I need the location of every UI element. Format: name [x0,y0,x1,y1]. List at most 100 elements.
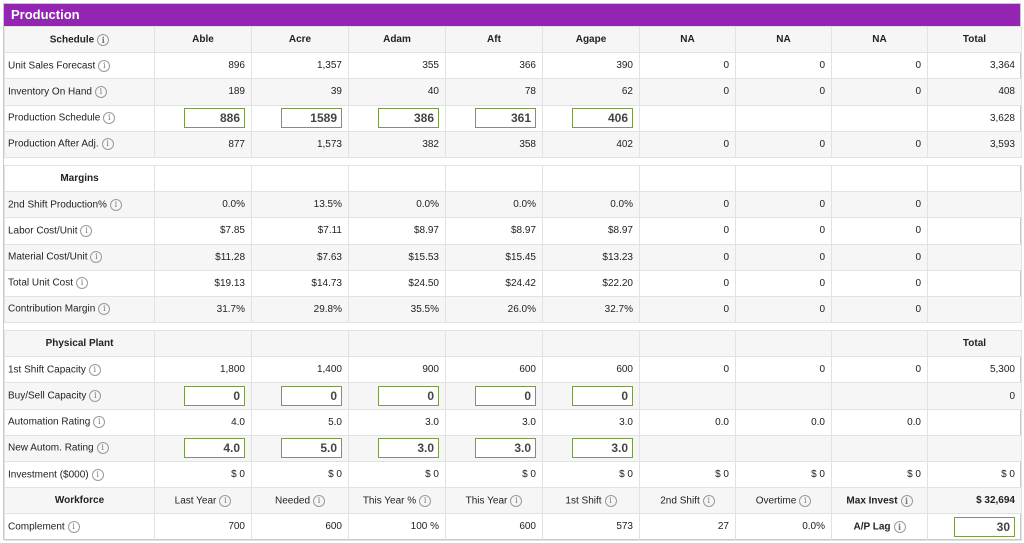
empty-cell [154,330,252,358]
empty-cell [927,164,1022,193]
row-label-text: Production After Adj. [8,138,99,150]
production-schedule-input[interactable]: 886 [184,108,245,129]
buy-sell-capacity-input[interactable]: 0 [475,386,536,407]
value-cell: 0 [735,130,832,158]
empty-cell [445,322,543,332]
value-cell: $7.63 [251,243,349,271]
value-cell: $14.73 [251,269,349,297]
value-cell: 573 [542,513,640,541]
production-schedule-input[interactable]: 386 [378,108,439,129]
info-icon[interactable]: i [76,277,89,290]
column-header: Adam [348,25,446,54]
value-cell: 3.0 [445,408,543,436]
empty-cell [735,156,832,166]
info-icon[interactable]: i [900,494,913,507]
info-icon[interactable]: i [67,520,80,533]
value-cell: $19.13 [154,269,252,297]
value-cell: 0 [831,243,928,271]
empty-cell [927,322,1022,332]
info-icon[interactable]: i [93,416,106,429]
column-header: NA [639,25,736,54]
info-icon[interactable]: i [98,303,111,316]
new-automation-input[interactable]: 5.0 [281,438,342,459]
buy-sell-capacity-input[interactable]: 0 [378,386,439,407]
info-icon[interactable]: i [98,59,111,72]
info-icon[interactable]: i [103,112,116,125]
new-automation-input[interactable]: 3.0 [475,438,536,459]
value-cell: 700 [154,513,252,541]
row-label-text: Unit Sales Forecast [8,60,96,72]
buy-sell-capacity-input[interactable]: 0 [572,386,633,407]
input-cell: 0 [251,382,349,410]
input-cell: 0 [445,382,543,410]
section-gap [4,322,1022,332]
value-cell: 0.0 [831,408,928,436]
new-automation-input[interactable]: 3.0 [378,438,439,459]
value-cell: $7.85 [154,217,252,245]
empty-cell [251,164,349,193]
new-automation-input[interactable]: 4.0 [184,438,245,459]
info-icon[interactable]: i [799,494,812,507]
value-cell: $ 0 [251,460,349,489]
production-schedule-input[interactable]: 406 [572,108,633,129]
info-icon[interactable]: i [80,224,93,237]
value-cell: 0.0% [348,191,446,219]
row-label-text: Material Cost/Unit [8,251,88,263]
value-cell: $8.97 [542,217,640,245]
info-icon[interactable]: i [89,390,102,403]
production-table: Schedule i Able Acre Adam Aft Agape NA NA NA Total… [4,25,1022,541]
value-cell: 896 [154,52,252,80]
workforce-subheader-text: Overtime [755,495,797,507]
production-schedule-input[interactable]: 361 [475,108,536,129]
info-icon[interactable]: i [94,85,107,98]
info-icon[interactable]: i [97,33,110,46]
empty-cell [542,330,640,358]
buy-sell-capacity-input[interactable]: 0 [184,386,245,407]
value-cell: 0 [735,269,832,297]
table-row: Labor Cost/Unit i $7.85 $7.11 $8.97 $8.97 $8.9… [4,217,1022,245]
info-icon[interactable]: i [101,138,114,151]
input-cell: 361 [445,104,543,132]
info-icon[interactable]: i [90,251,103,264]
new-automation-input[interactable]: 3.0 [572,438,633,459]
info-icon[interactable]: i [893,520,906,533]
row-label: Automation Rating i [4,408,155,436]
info-icon[interactable]: i [419,494,432,507]
value-cell: 1,573 [251,130,349,158]
value-cell: 29.8% [251,295,349,324]
value-cell: 600 [445,356,543,384]
empty-cell [735,104,832,132]
value-cell: 0 [735,191,832,219]
input-cell: 3.0 [445,434,543,463]
input-cell: 886 [154,104,252,132]
empty-cell [927,156,1022,166]
info-icon[interactable]: i [313,494,326,507]
production-schedule-input[interactable]: 1589 [281,108,342,129]
workforce-subheader-text: Needed [274,495,311,507]
info-icon[interactable]: i [109,198,122,211]
empty-cell [831,164,928,193]
table-row: Production After Adj. i 877 1,573 382 358 402 0… [4,130,1022,158]
empty-cell [639,156,736,166]
table-row: Production Schedule i 886 1589 386 361 406 3,62… [4,104,1022,132]
row-label-text: 2nd Shift Production% [8,199,107,211]
info-icon[interactable]: i [510,494,523,507]
max-invest-value: $ 32,694 [927,487,1022,515]
buy-sell-capacity-input[interactable]: 0 [281,386,342,407]
input-cell: 3.0 [348,434,446,463]
column-header: Acre [251,25,349,54]
info-icon[interactable]: i [702,494,715,507]
row-label-text: Total Unit Cost [8,277,74,289]
info-icon[interactable]: i [96,442,109,455]
table-row: Investment ($000) i $ 0 $ 0 $ 0 $ 0 $ 0 $ 0 $ 0 $… [4,460,1022,489]
value-cell: 0 [735,52,832,80]
value-cell: 0.0% [445,191,543,219]
value-cell: 600 [445,513,543,541]
ap-lag-input[interactable]: 30 [954,516,1015,537]
info-icon[interactable]: i [88,363,101,376]
value-cell: 0 [831,130,928,158]
info-icon[interactable]: i [604,494,617,507]
schedule-header-text: Schedule [49,34,95,46]
info-icon[interactable]: i [219,494,232,507]
info-icon[interactable]: i [91,468,104,481]
